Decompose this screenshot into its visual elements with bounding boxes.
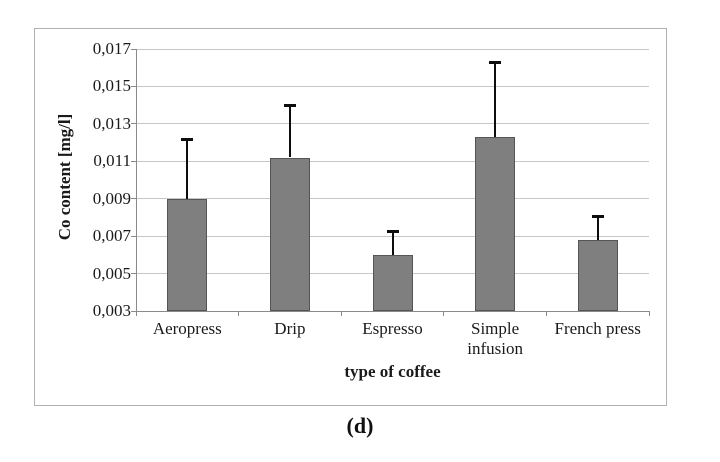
x-axis-tick — [545, 311, 547, 316]
y-tick-label: 0,015 — [92, 76, 131, 96]
error-bar-cap — [489, 61, 502, 65]
error-bar-line — [596, 215, 599, 240]
error-bar-cap — [386, 229, 399, 233]
x-axis-tick — [238, 311, 240, 316]
x-axis-line — [136, 311, 649, 312]
error-bar-line — [186, 138, 189, 199]
x-axis-tick — [648, 311, 650, 316]
x-axis-tick — [443, 311, 445, 316]
y-axis-tick — [131, 85, 136, 87]
y-tick-label: 0,005 — [92, 263, 131, 283]
gridline — [136, 198, 649, 200]
y-axis-tick — [131, 48, 136, 50]
plot-area — [131, 48, 650, 316]
x-axis-tick — [340, 311, 342, 316]
y-axis-tick — [131, 235, 136, 237]
chart-container: Co content [mg/l] 0,003 0,005 0,007 0,009 0,… — [34, 28, 667, 406]
y-axis-line — [136, 49, 137, 311]
y-tick-label: 0,007 — [92, 226, 131, 246]
error-bar-cap — [591, 214, 604, 218]
bar-drip — [269, 157, 310, 311]
error-bar-line — [494, 62, 497, 137]
y-axis-tick — [131, 198, 136, 200]
y-axis-tick — [131, 123, 136, 125]
y-tick-label: 0,013 — [92, 113, 131, 133]
figure-caption: (d) — [346, 413, 374, 438]
category-label: Espresso — [362, 319, 423, 338]
y-tick-label: 0,011 — [93, 151, 131, 171]
y-tick-label: 0,003 — [92, 301, 131, 320]
category-label: Simple infusion — [467, 319, 523, 358]
error-bar-line — [288, 105, 291, 158]
x-axis-title: type of coffee — [344, 362, 441, 381]
bar-simple-infusion — [475, 137, 516, 311]
gridline — [136, 85, 649, 87]
y-tick-label: 0,017 — [92, 39, 131, 58]
category-label: Aeropress — [152, 319, 222, 338]
category-label: Drip — [274, 319, 306, 338]
x-axis-tick — [135, 311, 137, 316]
error-bar-cap — [283, 104, 296, 108]
y-axis-tick — [131, 160, 136, 162]
y-axis-tick — [131, 273, 136, 275]
y-axis-title: Co content [mg/l] — [55, 113, 74, 241]
bar-aeropress — [167, 198, 208, 311]
bar-french-press — [577, 239, 618, 311]
gridline — [136, 123, 649, 125]
category-label: French press — [554, 319, 641, 338]
error-bar-line — [391, 230, 394, 255]
error-bar-cap — [181, 137, 194, 141]
y-axis-tick — [131, 310, 136, 312]
y-tick-label: 0,009 — [92, 188, 131, 208]
gridline — [136, 160, 649, 162]
gridline — [136, 48, 649, 50]
bar-espresso — [372, 254, 413, 311]
